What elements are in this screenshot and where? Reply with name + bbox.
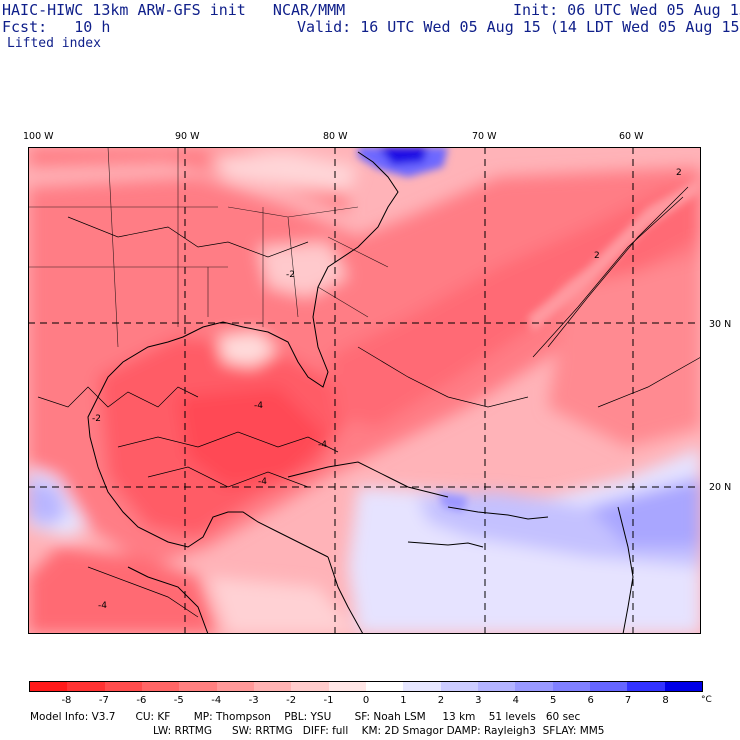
legend-tick-label: 8 bbox=[662, 695, 669, 706]
legend-swatch bbox=[589, 682, 628, 691]
model-info-line-1: Model Info: V3.7 CU: KF MP: Thompson PBL… bbox=[30, 711, 581, 723]
legend-tick-label: 5 bbox=[550, 695, 557, 706]
coastlines bbox=[87, 151, 634, 634]
lon-label-80w: 80 W bbox=[323, 131, 348, 142]
forecast-hour: Fcst: 10 h bbox=[2, 18, 111, 36]
legend-swatch bbox=[328, 682, 366, 691]
legend-swatch bbox=[104, 682, 142, 691]
legend-tick-label: 4 bbox=[512, 695, 519, 706]
legend-swatch bbox=[30, 682, 68, 691]
model-info-line-2: LW: RRTMG SW: RRTMG DIFF: full KM: 2D Sm… bbox=[153, 725, 605, 737]
legend-tick-label: 6 bbox=[587, 695, 594, 706]
legend-tick-label: -8 bbox=[61, 695, 72, 706]
legend-tick-label: -5 bbox=[173, 695, 184, 706]
valid-time: Valid: 16 UTC Wed 05 Aug 15 (14 LDT Wed … bbox=[297, 18, 740, 36]
contours bbox=[37, 186, 701, 618]
legend-tick-label: 0 bbox=[362, 695, 370, 706]
legend-swatch bbox=[627, 682, 665, 691]
legend-swatch bbox=[253, 682, 292, 691]
contour-label: -4 bbox=[98, 601, 107, 611]
model-title: HAIC-HIWC 13km ARW-GFS init NCAR/MMM bbox=[2, 1, 346, 19]
legend-tick-label: -4 bbox=[211, 695, 222, 706]
contour-label: -4 bbox=[254, 401, 263, 411]
legend-swatch bbox=[179, 682, 217, 691]
legend-swatch bbox=[552, 682, 590, 691]
lifted-index-map: 2 2 -2 -4 -2 -4 -4 -4 bbox=[28, 147, 701, 634]
legend-tick-label: -3 bbox=[248, 695, 259, 706]
legend-swatch bbox=[440, 682, 478, 691]
legend-tick-label: -6 bbox=[136, 695, 147, 706]
legend-swatch bbox=[664, 682, 702, 691]
legend-tick-label: -2 bbox=[286, 695, 297, 706]
color-legend-bar bbox=[29, 681, 703, 692]
legend-tick-label: -7 bbox=[98, 695, 109, 706]
legend-swatch bbox=[365, 682, 404, 691]
contour-label: 2 bbox=[594, 251, 600, 261]
lon-label-70w: 70 W bbox=[472, 131, 497, 142]
contour-label: -4 bbox=[258, 477, 267, 487]
legend-swatch bbox=[141, 682, 180, 691]
contour-label: 2 bbox=[676, 168, 682, 178]
legend-tick-label: 1 bbox=[400, 695, 407, 706]
lat-label-30n: 30 N bbox=[709, 319, 732, 330]
legend-swatch bbox=[477, 682, 516, 691]
legend-swatch bbox=[403, 682, 441, 691]
legend-tick-label: -1 bbox=[323, 695, 334, 706]
contour-label: -4 bbox=[318, 440, 327, 450]
lon-label-100w: 100 W bbox=[23, 131, 54, 142]
contour-label: -2 bbox=[92, 414, 101, 424]
init-time: Init: 06 UTC Wed 05 Aug 15 bbox=[513, 1, 740, 19]
lon-label-90w: 90 W bbox=[175, 131, 200, 142]
legend-swatch bbox=[291, 682, 329, 691]
legend-swatch bbox=[67, 682, 105, 691]
legend-tick-label: 7 bbox=[624, 695, 632, 706]
lon-label-60w: 60 W bbox=[619, 131, 644, 142]
legend-tick-label: 2 bbox=[437, 695, 445, 706]
latlon-grid bbox=[28, 147, 701, 634]
legend-swatch bbox=[216, 682, 254, 691]
lat-label-20n: 20 N bbox=[709, 482, 732, 493]
legend-unit: °C bbox=[701, 695, 712, 705]
contour-label: -2 bbox=[286, 270, 295, 280]
state-borders bbox=[28, 147, 389, 348]
legend-tick-label: 3 bbox=[475, 695, 482, 706]
legend-swatch bbox=[515, 682, 553, 691]
field-name: Lifted index bbox=[7, 36, 101, 51]
